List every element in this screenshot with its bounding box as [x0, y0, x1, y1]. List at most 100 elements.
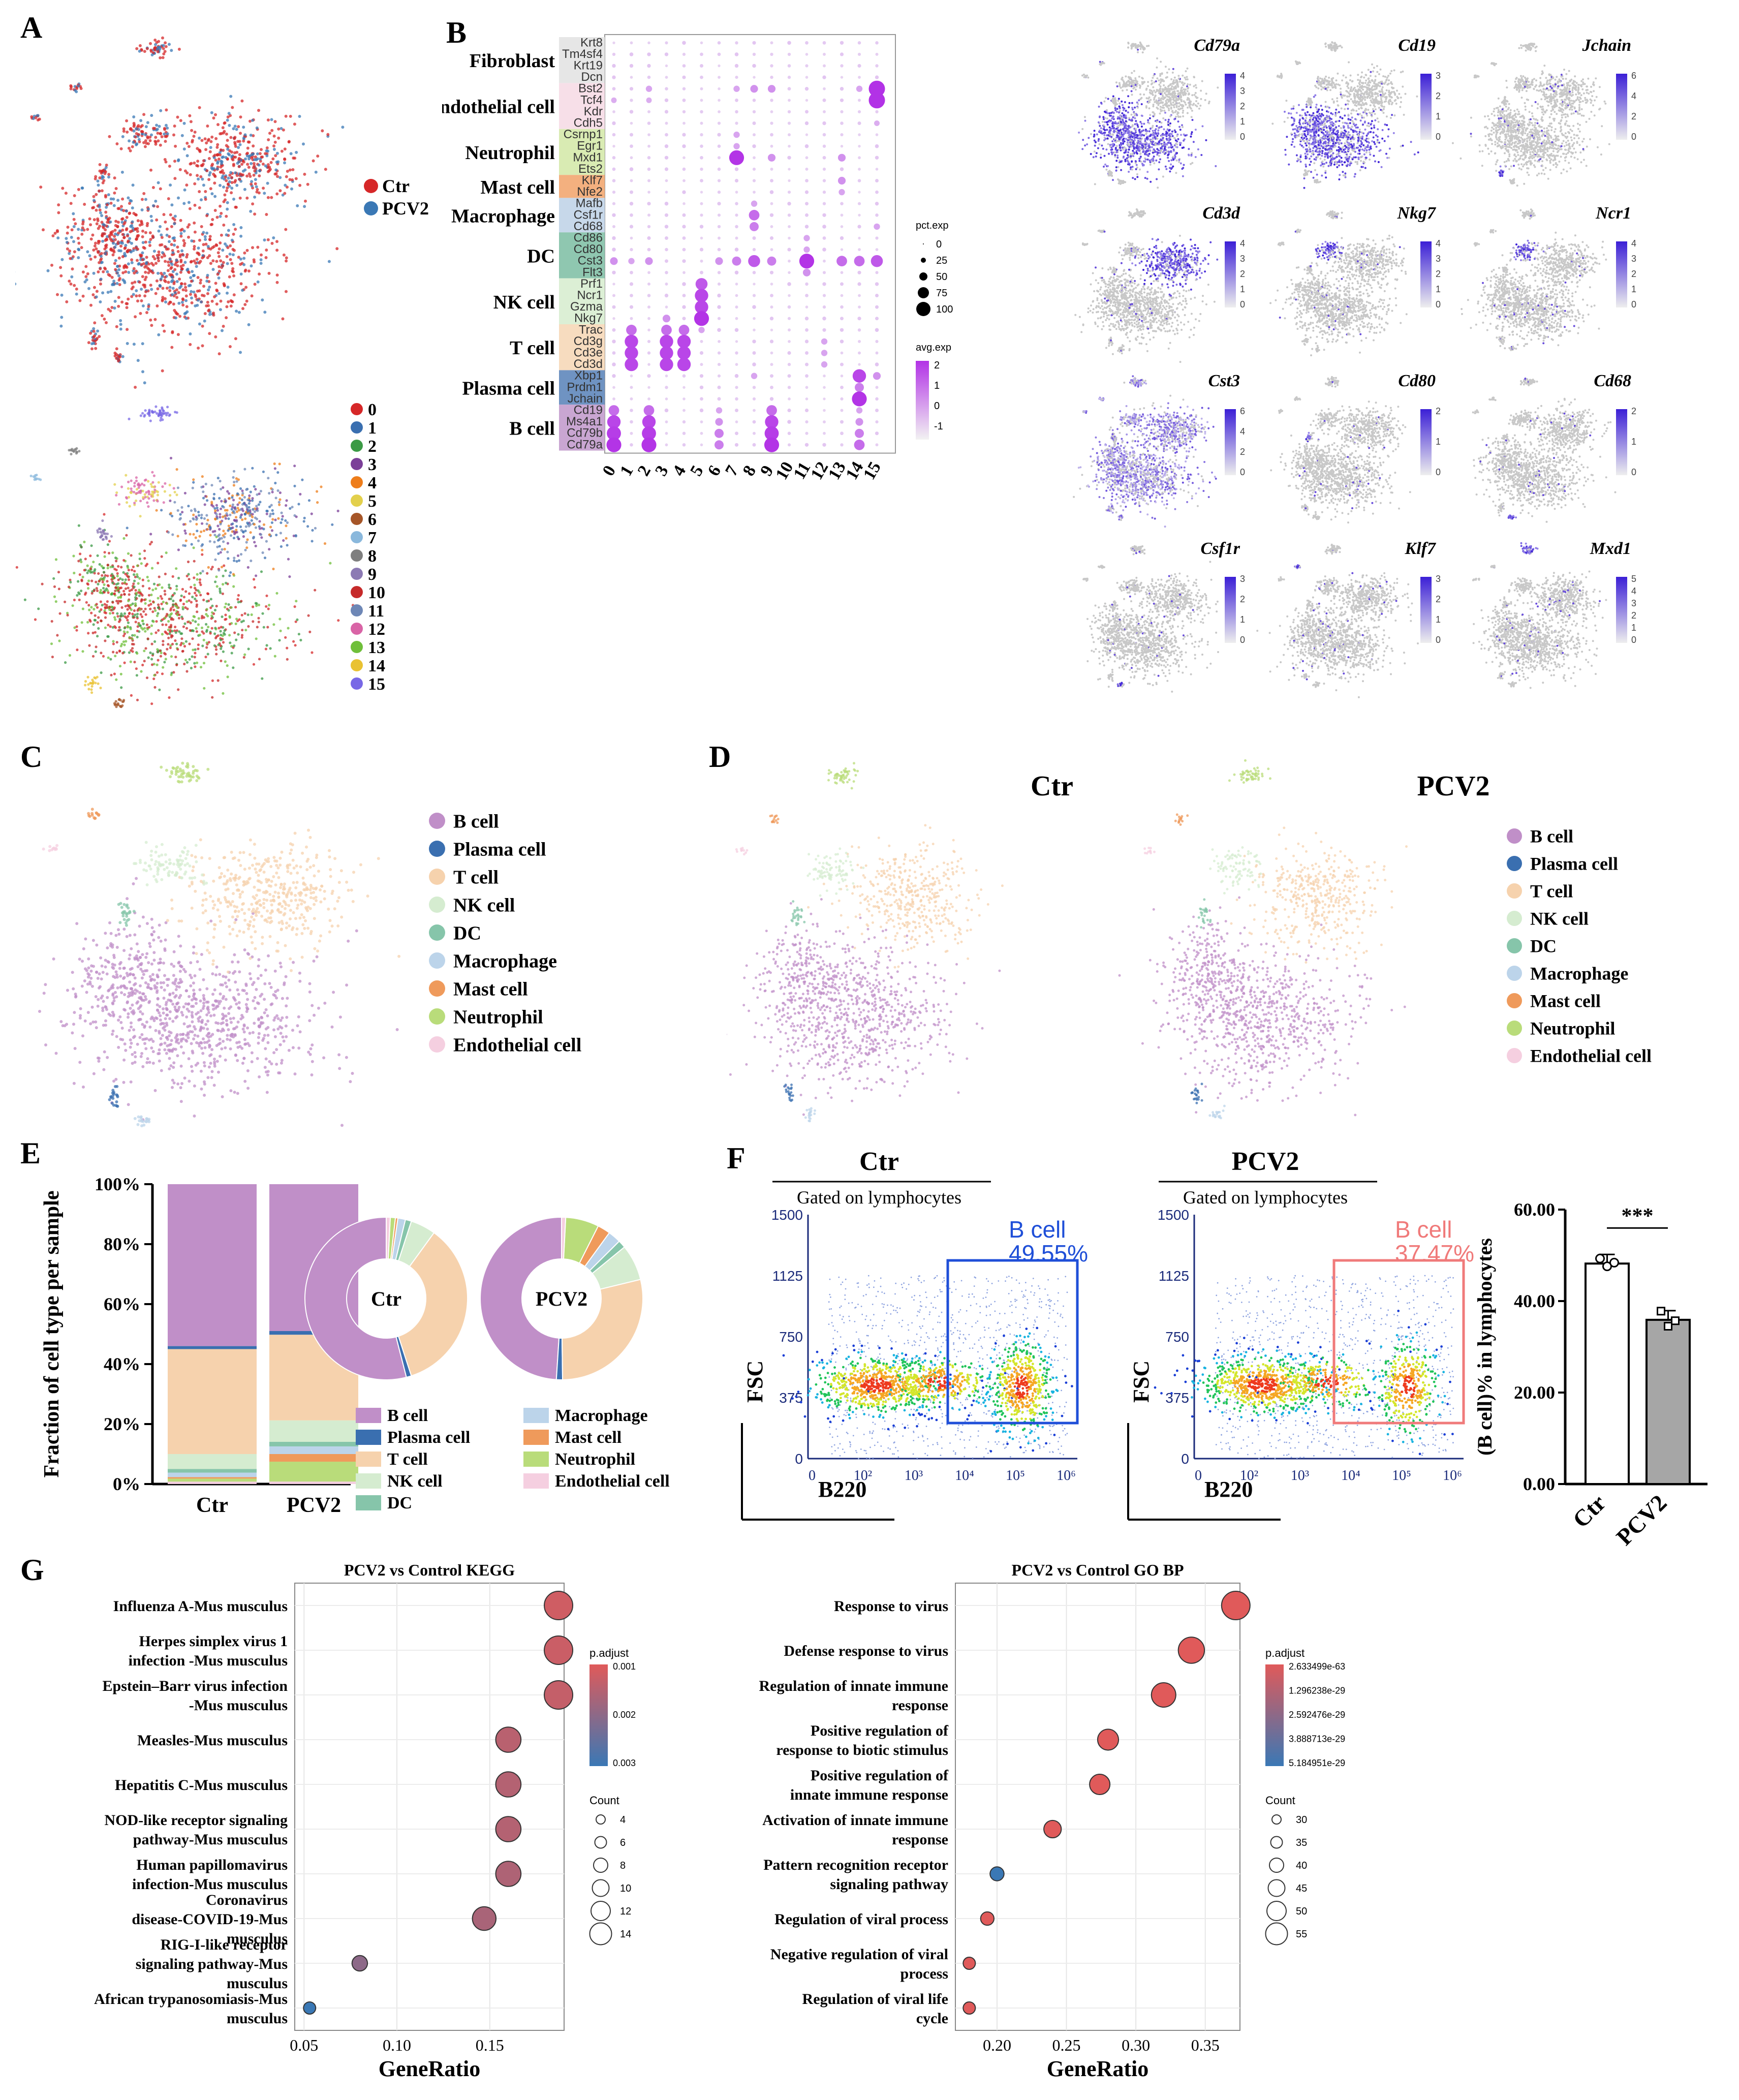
cell-point [128, 651, 131, 654]
cell-point [265, 512, 268, 515]
feature-cell-point [1100, 127, 1102, 130]
feature-cell-point [1110, 136, 1113, 138]
cell-point [127, 566, 130, 569]
feature-cell-point [1127, 111, 1129, 114]
feature-cell-point [1167, 154, 1169, 157]
cell-point [185, 255, 189, 259]
cell-point [111, 253, 115, 257]
cell-point [179, 513, 182, 516]
feature-cell-point [1119, 159, 1121, 162]
cell-point [76, 594, 79, 597]
dotplot-dot [787, 351, 791, 355]
cell-point [135, 47, 139, 50]
feature-cell-point [1138, 160, 1141, 162]
feature-cell-point [1134, 106, 1136, 109]
pct-exp-dot [923, 243, 924, 244]
cell-point [232, 164, 235, 167]
cell-point [129, 199, 132, 202]
cell-point [84, 265, 88, 268]
cell-point [182, 229, 186, 233]
feature-cell-point [1200, 154, 1203, 156]
cell-point [112, 280, 116, 283]
cell-point [106, 543, 109, 546]
cell-point [106, 635, 109, 638]
cell-point [316, 490, 319, 493]
cell-point [185, 574, 189, 577]
cell-point [267, 271, 271, 275]
cell-point [237, 633, 240, 636]
feature-cell-point [1124, 159, 1127, 161]
cell-point [171, 642, 174, 645]
dotplot-dot [665, 41, 668, 45]
cell-point [128, 139, 131, 143]
cell-point [128, 593, 131, 596]
feature-cell-point [1100, 157, 1102, 159]
cell-point [241, 289, 244, 292]
cell-point [180, 637, 183, 640]
cell-point [165, 135, 168, 138]
cell-point [134, 602, 137, 605]
feature-cell-point [1190, 133, 1193, 135]
cell-point [253, 212, 257, 216]
cell-point [292, 534, 295, 537]
feature-cell-point [1148, 152, 1151, 155]
cell-point [179, 643, 182, 646]
cell-point [117, 596, 120, 599]
cell-point [175, 468, 178, 471]
cell-point [258, 520, 261, 523]
feature-cell-point [1098, 143, 1101, 145]
cell-point [129, 149, 132, 152]
cell-point [226, 118, 229, 122]
cell-point [144, 409, 147, 412]
feature-cell-point [1205, 139, 1207, 141]
feature-cell-point [1114, 138, 1116, 140]
dotplot-dot [664, 110, 669, 114]
cell-point [221, 264, 225, 267]
cell-point [247, 172, 251, 176]
dotplot-dot [752, 248, 756, 252]
cell-point [181, 253, 184, 256]
cell-point [228, 275, 231, 279]
cell-point [144, 240, 147, 244]
dotplot-dot [735, 351, 738, 355]
cell-point [278, 498, 282, 501]
cell-point [103, 247, 107, 251]
dotplot-gene-label: Mafb [576, 197, 603, 210]
feature-cell-point [1159, 108, 1162, 111]
dotplot-dot [647, 52, 651, 56]
cell-point [131, 206, 134, 210]
cell-point [175, 588, 178, 591]
dotplot-dot [718, 110, 721, 113]
dotplot-dot [770, 75, 773, 79]
cell-point [95, 208, 98, 212]
cell-point [95, 247, 98, 251]
feature-cell-point [1139, 93, 1142, 96]
cell-point [101, 234, 104, 238]
dotplot-dot [858, 294, 861, 297]
feature-cell-point [1145, 132, 1147, 135]
feature-cell-point [1117, 98, 1120, 100]
dotplot-dot [626, 324, 637, 335]
dotplot-dot [788, 168, 791, 171]
cell-point [239, 525, 242, 529]
cell-point [133, 634, 136, 637]
cell-point [178, 277, 181, 281]
cell-point [116, 242, 120, 245]
cell-point [217, 534, 220, 537]
cell-point [277, 127, 281, 131]
feature-cell-point [1168, 167, 1171, 169]
dotplot-dot [787, 362, 791, 366]
feature-cell-point [1116, 140, 1119, 142]
cell-point [213, 644, 216, 647]
cell-point [167, 197, 170, 200]
cell-point [85, 601, 88, 604]
cell-point [155, 509, 158, 512]
dotplot-dot [698, 327, 705, 333]
cell-point [228, 615, 231, 618]
cell-point [184, 590, 188, 593]
cell-point [200, 139, 204, 142]
cell-point [183, 169, 187, 173]
cell-point [166, 406, 169, 409]
feature-cell-point [1121, 100, 1123, 103]
cell-point [237, 509, 240, 512]
